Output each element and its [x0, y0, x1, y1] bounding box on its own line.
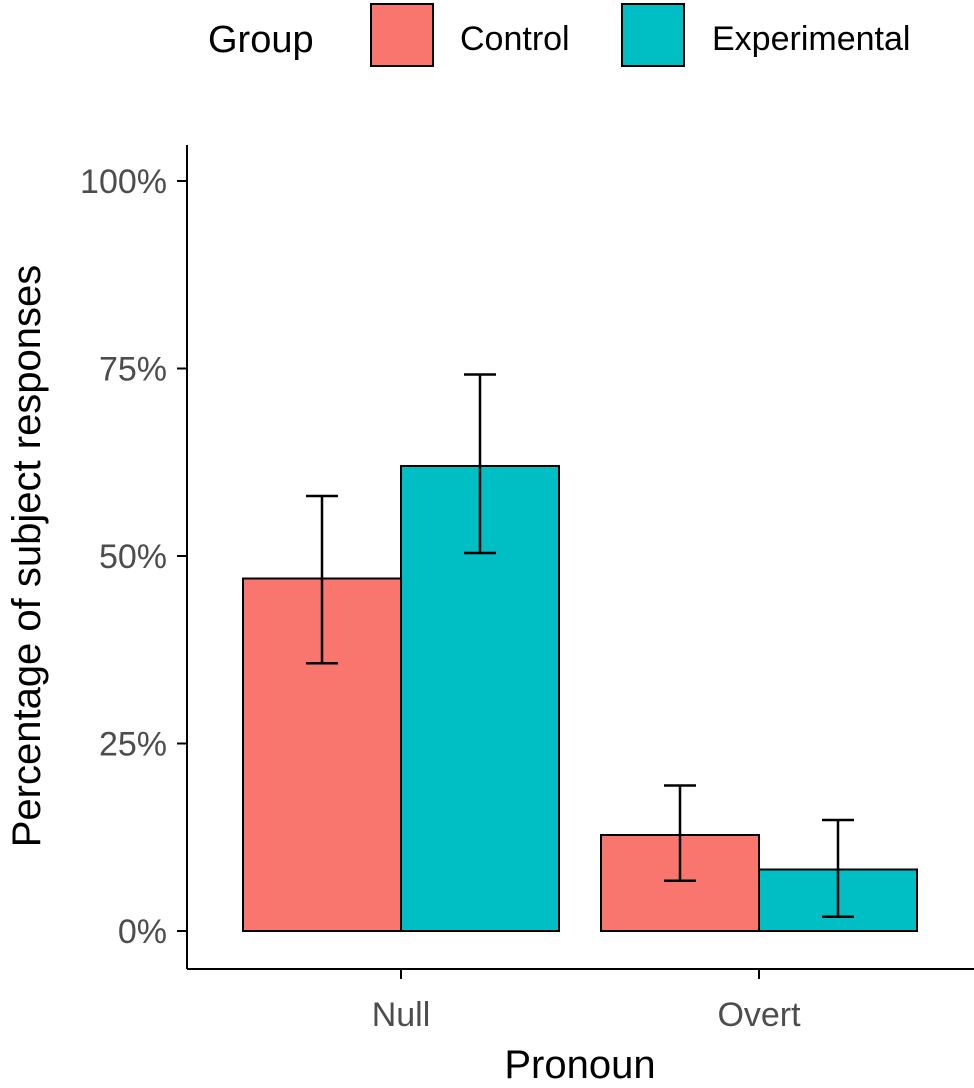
- error-bar-control-overt: [664, 784, 696, 882]
- y-axis-title: Percentage of subject responses: [5, 265, 49, 848]
- error-bar-experimental-overt: [822, 818, 854, 918]
- legend-title: Group: [208, 19, 314, 61]
- y-tick-label: 50%: [99, 538, 167, 576]
- error-bar-experimental-null: [464, 373, 496, 555]
- y-tick-label: 75%: [99, 351, 167, 389]
- legend-key-experimental: [621, 3, 685, 67]
- legend-label-experimental: Experimental: [712, 20, 910, 58]
- x-tick-label-overt: Overt: [717, 996, 801, 1034]
- legend-key-control: [370, 3, 434, 67]
- y-tick-label: 25%: [99, 726, 167, 764]
- legend-label-control: Control: [460, 20, 570, 58]
- error-bar-control-null: [306, 494, 338, 665]
- x-tick-label-null: Null: [372, 996, 431, 1034]
- legend: Group Control Experimental: [208, 3, 910, 67]
- x-axis-title: Pronoun: [504, 1043, 655, 1087]
- y-tick-label: 100%: [80, 163, 167, 201]
- y-tick-label: 0%: [118, 913, 167, 951]
